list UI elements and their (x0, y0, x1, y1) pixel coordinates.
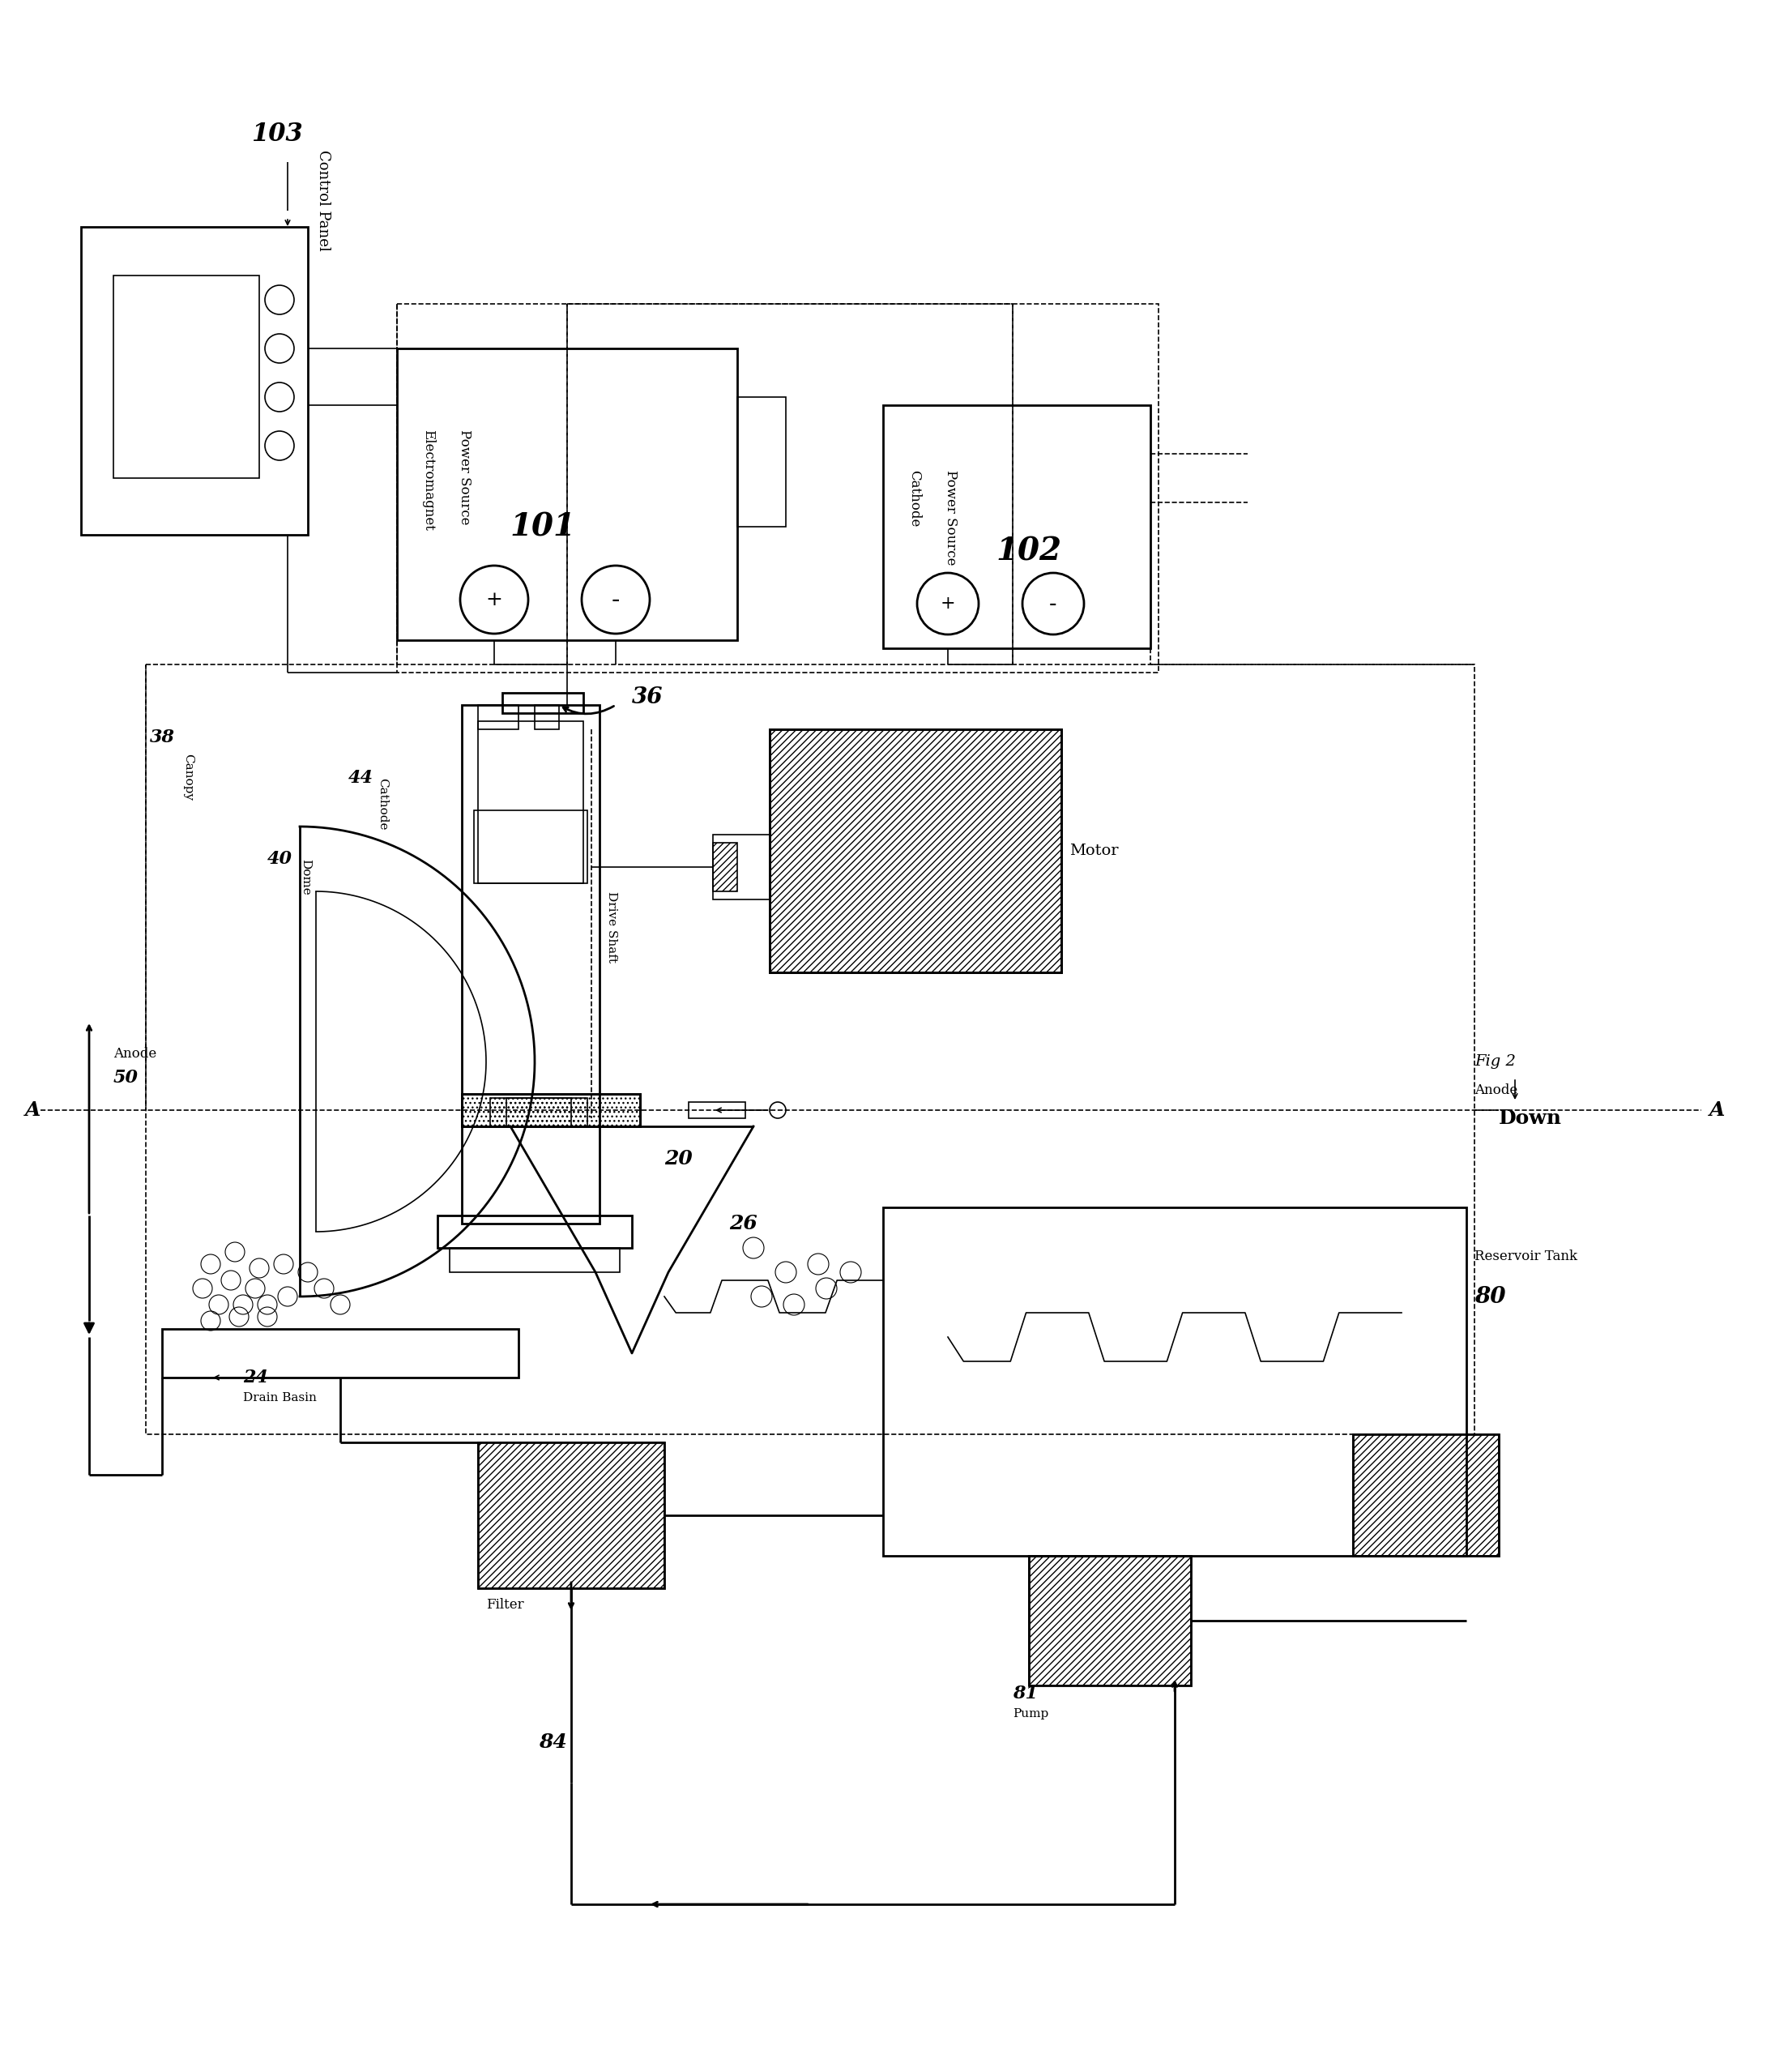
Text: 38: 38 (150, 729, 175, 746)
Text: +: + (486, 591, 502, 609)
Bar (883, 1208, 1466, 1556)
Text: -: - (611, 586, 620, 611)
Bar (502, 692, 583, 713)
Text: Cathode: Cathode (907, 470, 921, 526)
Text: 36: 36 (631, 686, 663, 709)
Bar (883, 406, 1150, 649)
Text: Anode: Anode (1475, 1084, 1518, 1096)
Text: 84: 84 (538, 1732, 567, 1753)
Text: Pump: Pump (1012, 1707, 1048, 1720)
Bar (438, 1216, 631, 1247)
Bar (113, 276, 259, 479)
Text: 101: 101 (510, 512, 576, 543)
Text: Power Source: Power Source (458, 429, 472, 524)
Bar (461, 704, 599, 1225)
Text: 20: 20 (665, 1150, 692, 1169)
Text: Drain Basin: Drain Basin (243, 1392, 316, 1403)
Bar (80, 228, 308, 535)
Bar (397, 348, 737, 640)
Text: Drive Shaft: Drive Shaft (606, 891, 617, 963)
Bar (688, 1102, 746, 1119)
Bar (461, 1094, 640, 1127)
Text: Motor: Motor (1069, 843, 1119, 858)
Bar (397, 305, 1159, 673)
Text: 81: 81 (1012, 1685, 1037, 1703)
Bar (535, 704, 560, 729)
Bar (474, 810, 588, 883)
Text: A: A (25, 1100, 41, 1119)
Text: Anode: Anode (113, 1046, 157, 1061)
Text: Electromagnet: Electromagnet (422, 429, 434, 530)
Bar (490, 1098, 588, 1127)
Bar (713, 835, 769, 899)
Bar (449, 1247, 620, 1272)
Text: 102: 102 (996, 537, 1062, 566)
Text: 26: 26 (730, 1214, 758, 1233)
Bar (477, 704, 519, 729)
Text: Cathode: Cathode (377, 777, 388, 831)
Bar (477, 1442, 665, 1589)
Text: Canopy: Canopy (182, 754, 193, 800)
Bar (477, 1442, 665, 1589)
Text: -: - (1050, 593, 1057, 615)
Text: Fig 2: Fig 2 (1475, 1055, 1516, 1069)
Text: 40: 40 (268, 850, 293, 868)
Text: Down: Down (1498, 1109, 1563, 1127)
Bar (506, 1098, 570, 1127)
Text: A: A (1709, 1100, 1725, 1119)
Bar (477, 721, 583, 883)
Text: 103: 103 (250, 120, 302, 147)
Bar (769, 729, 1062, 972)
Text: 44: 44 (349, 769, 374, 787)
Bar (713, 843, 737, 891)
Bar (769, 729, 1062, 972)
Text: Dome: Dome (300, 860, 311, 895)
Bar (737, 398, 787, 526)
Text: 24: 24 (243, 1370, 268, 1386)
Text: Power Source: Power Source (944, 470, 958, 566)
Text: 50: 50 (113, 1069, 138, 1086)
Bar (1028, 1556, 1191, 1685)
Text: Reservoir Tank: Reservoir Tank (1475, 1249, 1577, 1264)
Bar (1354, 1434, 1498, 1556)
Text: 80: 80 (1475, 1285, 1505, 1307)
Text: +: + (940, 595, 955, 613)
Bar (163, 1328, 519, 1378)
Text: Control Panel: Control Panel (316, 149, 331, 251)
Bar (147, 665, 1475, 1434)
Bar (1028, 1556, 1191, 1685)
Bar (1354, 1434, 1498, 1556)
Bar (461, 1094, 640, 1127)
Text: Filter: Filter (486, 1598, 524, 1612)
